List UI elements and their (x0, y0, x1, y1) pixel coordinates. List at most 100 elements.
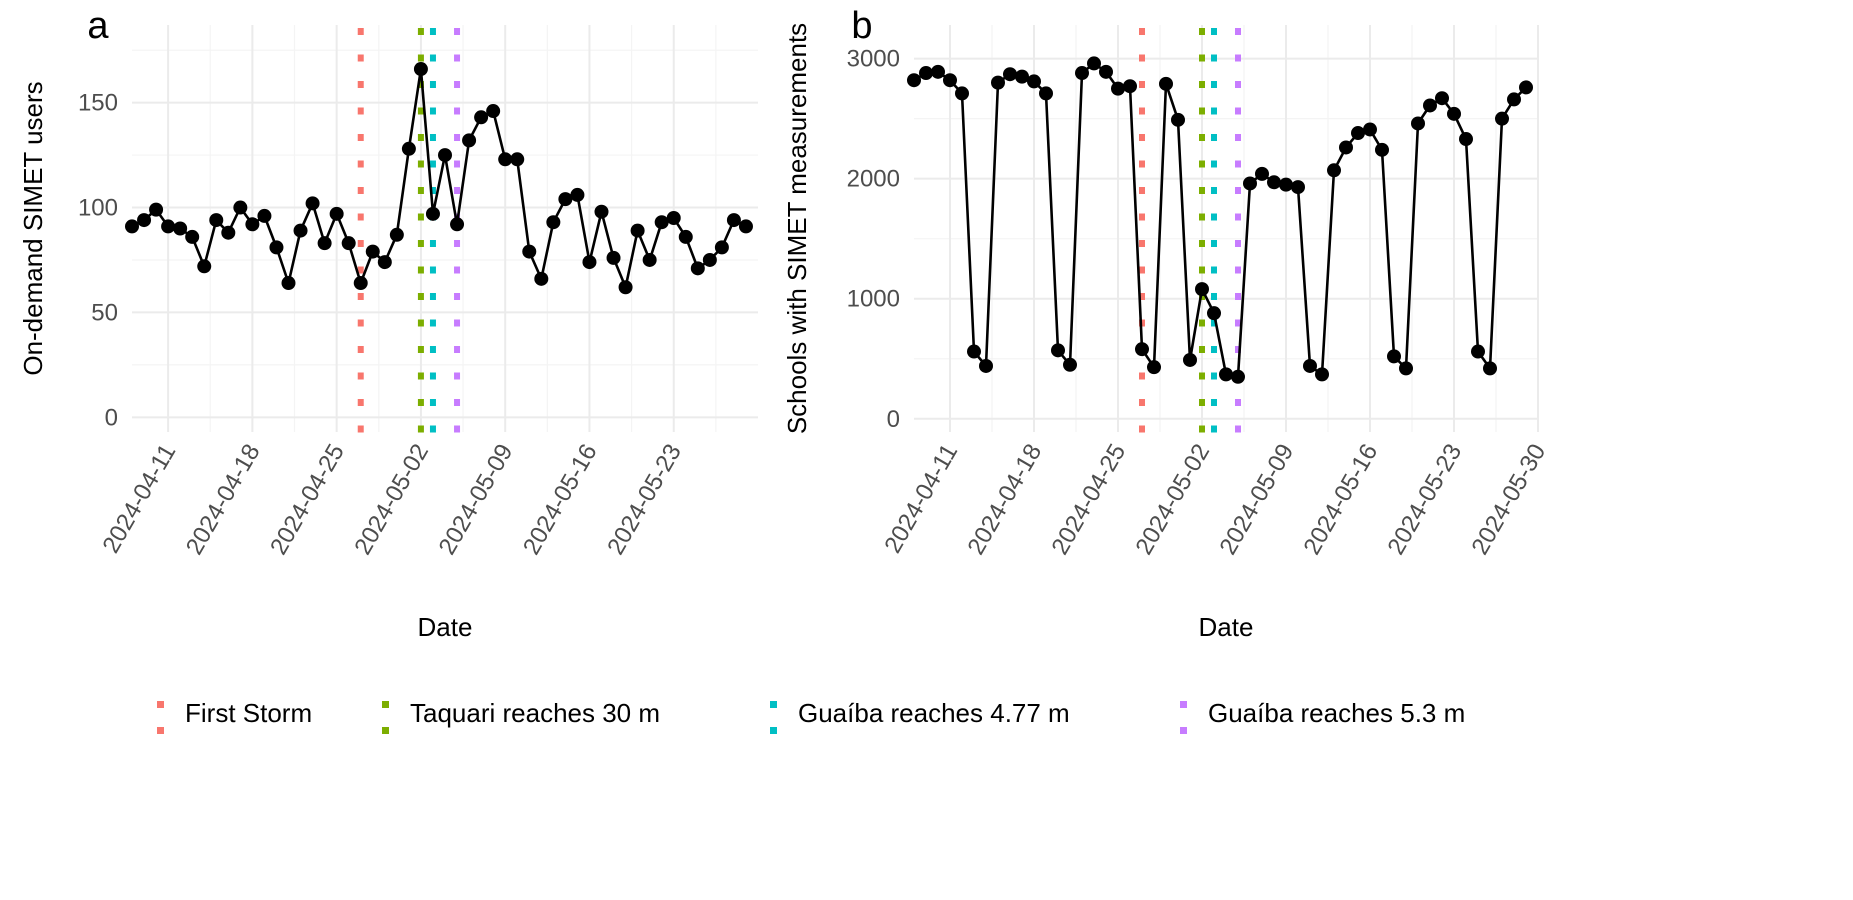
data-point (919, 66, 933, 81)
x-tick-label: 2024-04-11 (97, 440, 181, 558)
legend-label: First Storm (185, 698, 312, 728)
data-point (1447, 106, 1461, 121)
data-point (389, 227, 404, 242)
data-point (1075, 66, 1089, 81)
data-point (1003, 67, 1017, 82)
data-point (1507, 92, 1521, 107)
data-point (1027, 74, 1041, 89)
x-tick-label: 2024-04-25 (1046, 440, 1131, 560)
data-point (197, 259, 212, 274)
y-tick-label: 1000 (847, 286, 900, 313)
data-point (943, 73, 957, 88)
data-point (498, 152, 513, 167)
data-point (1219, 367, 1233, 382)
data-point (1351, 126, 1365, 141)
data-point (1267, 175, 1281, 190)
data-point (1399, 361, 1413, 376)
data-point (341, 236, 356, 251)
x-tick-label: 2024-05-02 (349, 440, 434, 560)
data-point (1243, 176, 1257, 191)
legend: First Storm Taquari reaches 30 m Guaíba re… (157, 698, 1465, 734)
data-point (1207, 306, 1221, 321)
data-point (486, 104, 501, 119)
legend-label: Guaíba reaches 4.77 m (798, 698, 1070, 728)
y-axis-title: On-demand SIMET users (18, 81, 48, 375)
data-point (510, 152, 525, 167)
y-tick-label: 0 (887, 406, 900, 433)
legend-key-mark (382, 701, 389, 708)
legend-key-mark (382, 727, 389, 734)
y-tick-label: 3000 (847, 46, 900, 73)
legend-key-mark (1180, 701, 1187, 708)
data-point (546, 215, 561, 230)
data-point (1051, 343, 1065, 358)
data-point (979, 358, 993, 373)
data-point (1483, 361, 1497, 376)
data-point (269, 240, 284, 255)
data-point (1411, 116, 1425, 131)
y-tick-label: 0 (105, 404, 118, 431)
data-point (678, 229, 693, 244)
data-point (1111, 81, 1125, 96)
data-point (377, 255, 392, 270)
data-point (413, 62, 428, 77)
data-point (594, 204, 609, 219)
data-point (125, 219, 139, 234)
legend-key-mark (1180, 727, 1187, 734)
data-point (582, 255, 597, 270)
data-point (1495, 111, 1509, 126)
data-point (1255, 166, 1269, 181)
legend-label: Taquari reaches 30 m (410, 698, 660, 728)
data-point (1375, 142, 1389, 157)
data-point (570, 187, 585, 202)
x-tick-label: 2024-04-18 (962, 440, 1047, 560)
x-tick-label: 2024-05-09 (434, 440, 519, 560)
data-point (1183, 352, 1197, 367)
data-point (1279, 177, 1293, 192)
data-point (149, 202, 164, 217)
data-point (305, 196, 320, 211)
data-point (702, 252, 717, 267)
x-axis-title: Date (1199, 612, 1254, 642)
data-point (209, 213, 224, 228)
data-point (474, 110, 489, 125)
data-point (1039, 86, 1053, 101)
x-tick-label: 2024-05-30 (1466, 440, 1551, 560)
data-point (690, 261, 705, 276)
data-point (1099, 64, 1113, 79)
x-axis-title: Date (418, 612, 473, 642)
data-point (1087, 56, 1101, 71)
legend-label: Guaíba reaches 5.3 m (1208, 698, 1465, 728)
data-point (185, 229, 200, 244)
x-tick-label: 2024-05-16 (518, 440, 603, 560)
data-point (1387, 349, 1401, 364)
data-point (1435, 91, 1449, 106)
panel-label: a (87, 5, 109, 47)
data-point (221, 225, 236, 240)
y-axis-title: Schools with SIMET measurements (782, 23, 812, 434)
data-point (558, 192, 573, 207)
panel-label: b (851, 5, 872, 47)
x-tick-label: 2024-05-09 (1214, 440, 1299, 560)
data-point (630, 223, 645, 238)
data-point (1195, 282, 1209, 297)
data-point (955, 86, 969, 101)
x-tick-label: 2024-05-23 (602, 440, 687, 560)
data-point (438, 148, 452, 163)
legend-key-mark (770, 727, 777, 734)
data-point (967, 344, 981, 359)
data-point (522, 244, 537, 259)
data-point (1063, 357, 1077, 372)
y-tick-label: 50 (91, 299, 118, 326)
data-point (281, 276, 296, 291)
data-point (666, 211, 681, 226)
data-point (137, 213, 152, 228)
data-point (1519, 80, 1533, 95)
data-point (606, 250, 621, 265)
data-point (1231, 369, 1245, 384)
data-point (654, 215, 669, 230)
data-point (1363, 122, 1377, 137)
data-point (450, 217, 465, 232)
